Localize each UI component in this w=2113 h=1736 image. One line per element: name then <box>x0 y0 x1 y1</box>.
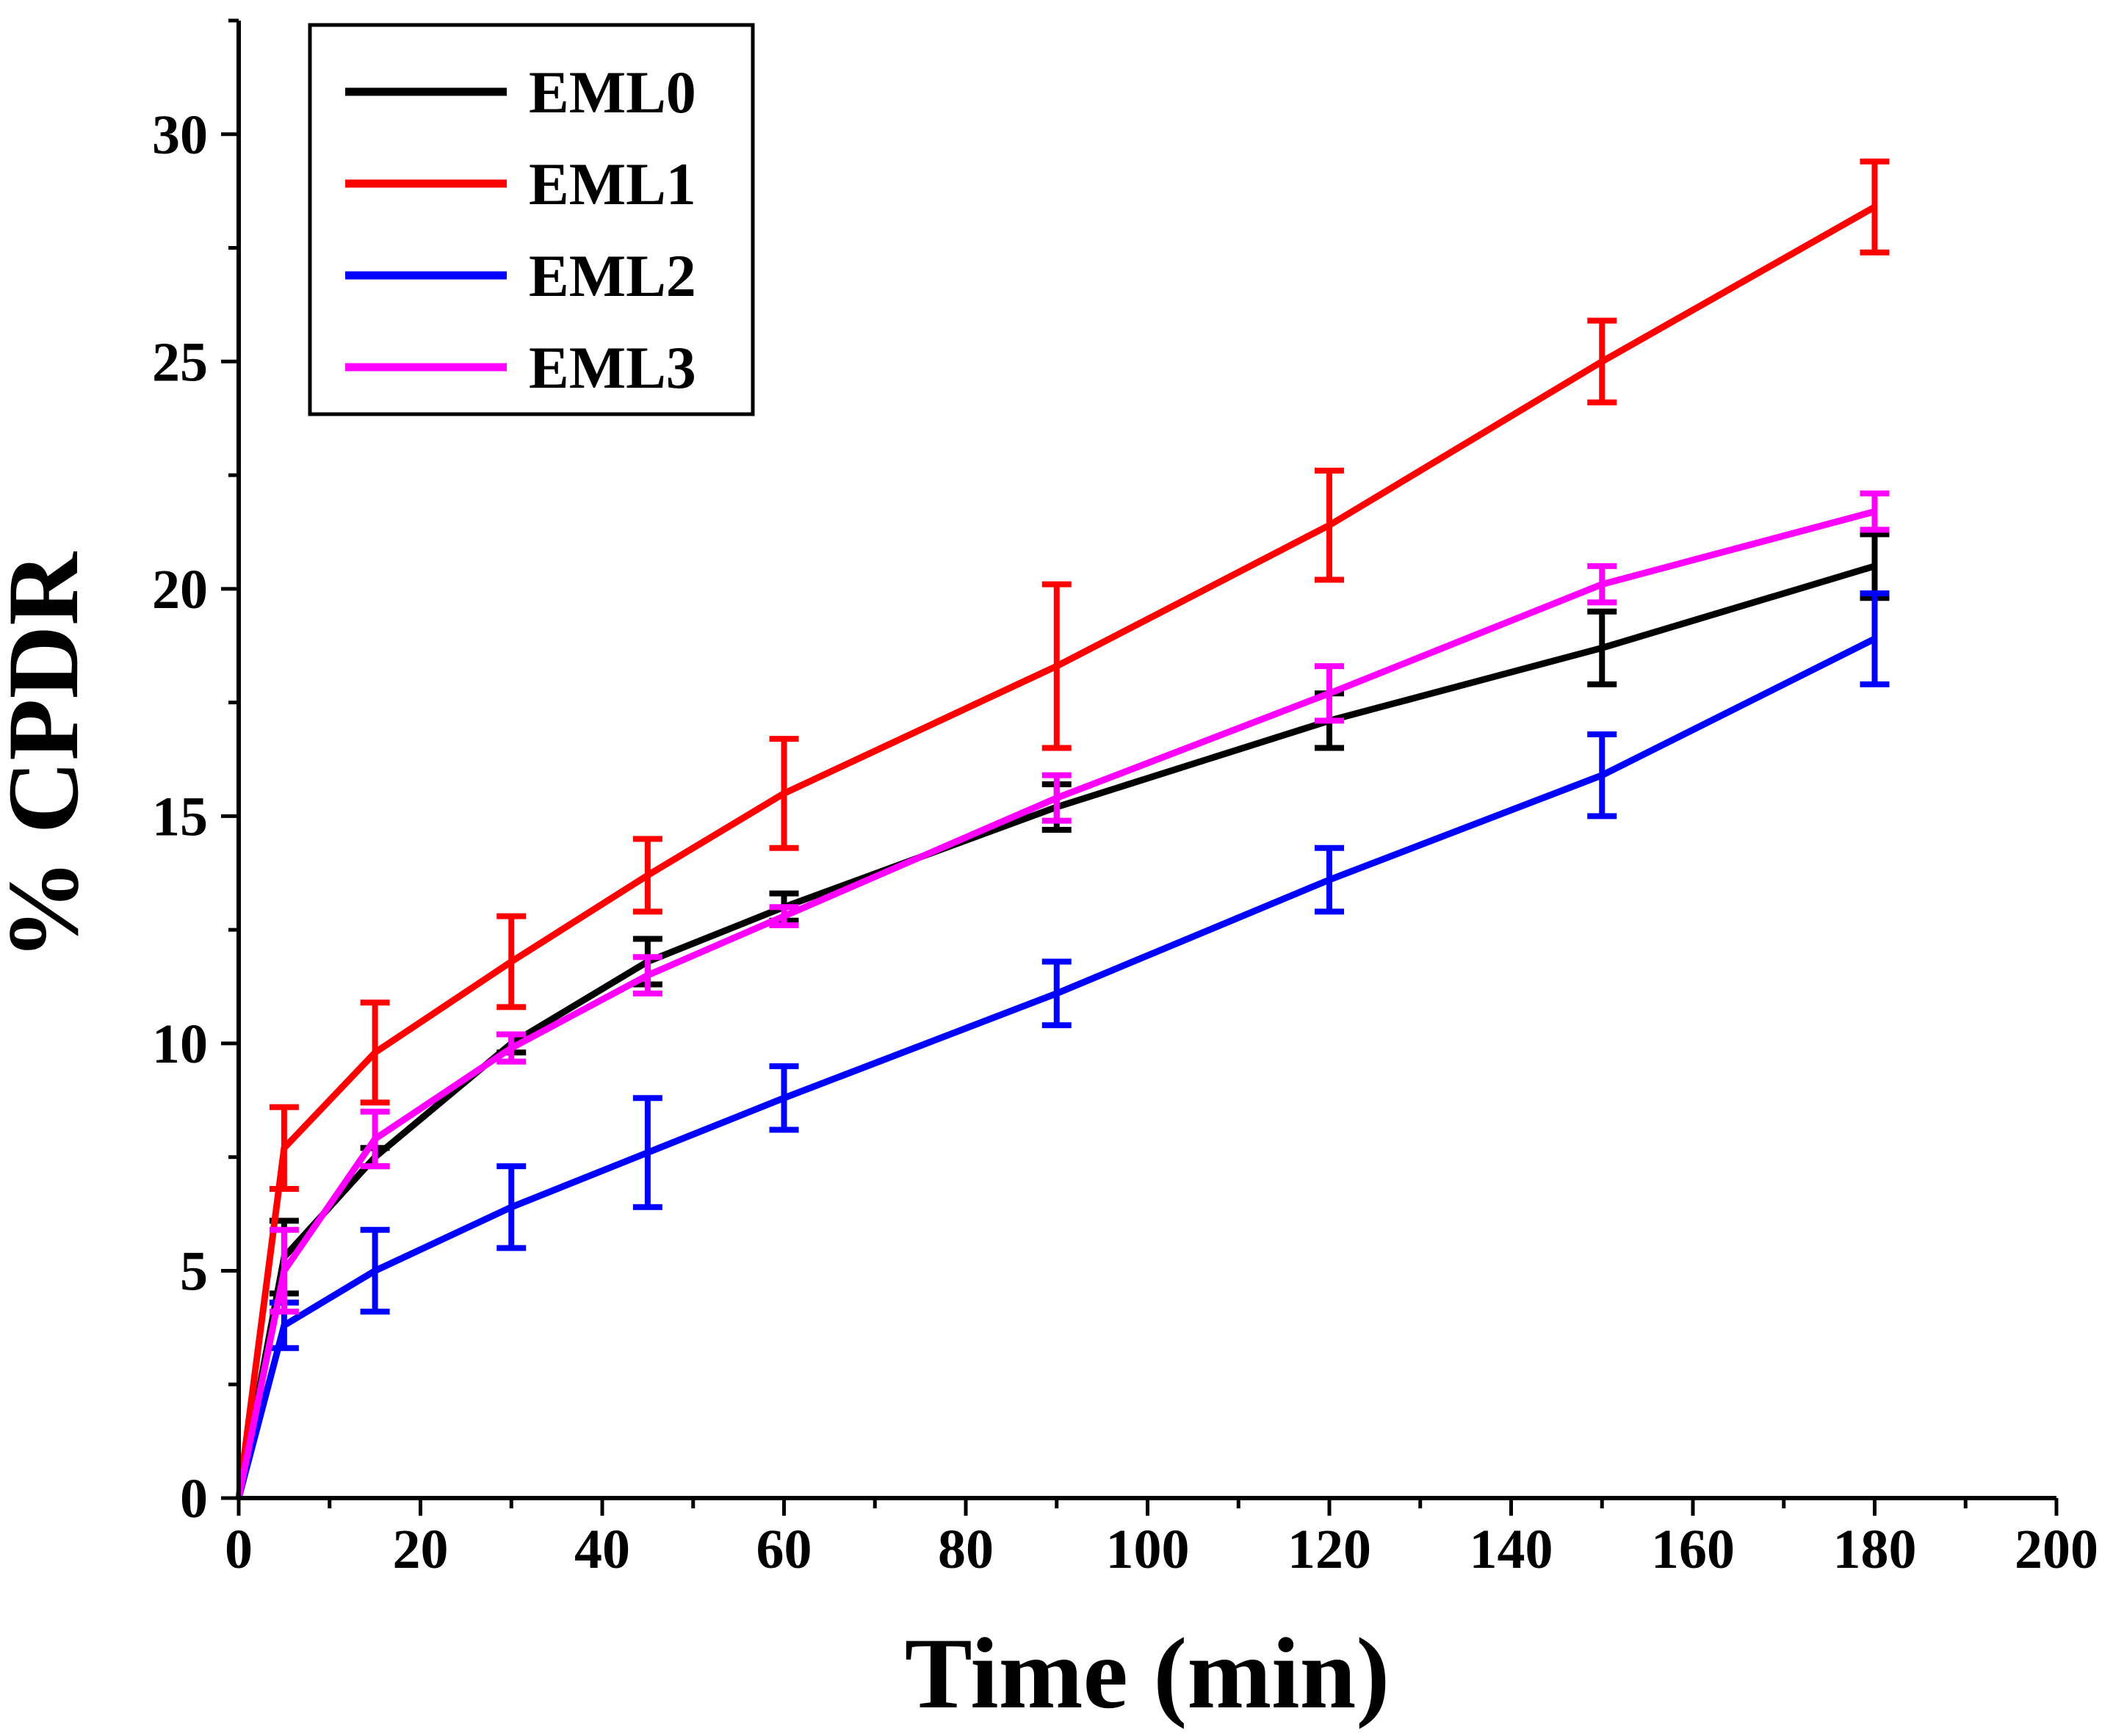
x-tick-label: 40 <box>574 1519 630 1580</box>
y-tick-label: 20 <box>152 559 208 621</box>
error-bar-eml3 <box>769 904 799 928</box>
x-tick-label: 100 <box>1106 1519 1190 1580</box>
error-bar-eml3 <box>360 1108 390 1170</box>
error-bar-eml2 <box>1860 590 1890 687</box>
y-tick-label: 0 <box>180 1468 208 1530</box>
error-bar-eml2 <box>360 1226 390 1315</box>
legend-label-eml3: EML3 <box>529 334 696 401</box>
y-tick-label: 30 <box>152 104 208 166</box>
series-eml3 <box>235 490 1890 1499</box>
error-bar-eml2 <box>1587 731 1617 820</box>
y-tick-label: 5 <box>180 1240 208 1302</box>
legend-item-eml2: EML2 <box>345 242 696 309</box>
series-layer <box>235 158 1890 1500</box>
error-bar-eml1 <box>269 1104 299 1193</box>
error-bar-eml2 <box>1315 845 1344 915</box>
error-bar-eml1 <box>1587 317 1617 406</box>
error-bar-eml3 <box>269 1226 299 1315</box>
series-eml0 <box>235 531 1890 1499</box>
y-tick-label: 10 <box>152 1013 208 1075</box>
x-tick-label: 0 <box>225 1519 253 1580</box>
legend-item-eml0: EML0 <box>345 59 696 126</box>
x-tick-label: 180 <box>1833 1519 1917 1580</box>
x-axis-title: Time (min) <box>905 1617 1390 1729</box>
x-tick-label: 120 <box>1287 1519 1371 1580</box>
x-ticks: 0 20 40 60 80 100 120 140 160 180 200 <box>225 1498 2098 1580</box>
error-bar-eml3 <box>1041 772 1072 824</box>
x-tick-label: 200 <box>2015 1519 2098 1580</box>
error-bar-eml3 <box>1315 663 1344 724</box>
series-eml1 <box>235 158 1890 1499</box>
error-bar-eml1 <box>360 999 390 1106</box>
error-bar-eml3 <box>1587 563 1617 606</box>
series-line-eml3 <box>235 508 1876 1499</box>
series-eml2 <box>235 590 1890 1500</box>
x-tick-label: 20 <box>393 1519 449 1580</box>
y-tick-label: 25 <box>152 331 208 393</box>
series-line-eml1 <box>235 203 1877 1499</box>
error-bar-eml2 <box>496 1163 527 1251</box>
error-bar-eml1 <box>769 736 799 851</box>
y-ticks: 0 5 10 15 20 25 30 <box>152 18 239 1530</box>
error-bar-eml2 <box>632 1095 662 1210</box>
x-tick-label: 140 <box>1470 1519 1553 1580</box>
error-bar-eml3 <box>1860 490 1890 533</box>
legend: EML0 EML1 EML2 EML3 <box>308 23 755 416</box>
error-bar-eml0 <box>1587 608 1617 687</box>
legend-label-eml0: EML0 <box>529 59 696 126</box>
x-tick-label: 160 <box>1651 1519 1735 1580</box>
legend-label-eml1: EML1 <box>529 151 696 217</box>
error-bar-eml3 <box>496 1031 527 1065</box>
x-tick-label: 80 <box>938 1519 994 1580</box>
error-bar-eml1 <box>496 913 527 1010</box>
x-tick-label: 60 <box>756 1519 812 1580</box>
legend-item-eml1: EML1 <box>345 151 696 217</box>
error-bar-eml1 <box>632 836 662 915</box>
error-bar-eml2 <box>1041 958 1072 1029</box>
y-axis-title: % CPDR <box>0 551 99 961</box>
error-bar-eml1 <box>1860 158 1890 256</box>
y-tick-label: 15 <box>152 786 208 847</box>
error-bar-eml2 <box>769 1063 799 1133</box>
series-line-eml2 <box>235 635 1877 1500</box>
legend-item-eml3: EML3 <box>345 334 696 401</box>
error-bar-eml1 <box>1041 581 1072 751</box>
legend-label-eml2: EML2 <box>529 242 696 309</box>
error-bar-eml1 <box>1315 467 1344 583</box>
error-bar-eml3 <box>632 954 662 997</box>
